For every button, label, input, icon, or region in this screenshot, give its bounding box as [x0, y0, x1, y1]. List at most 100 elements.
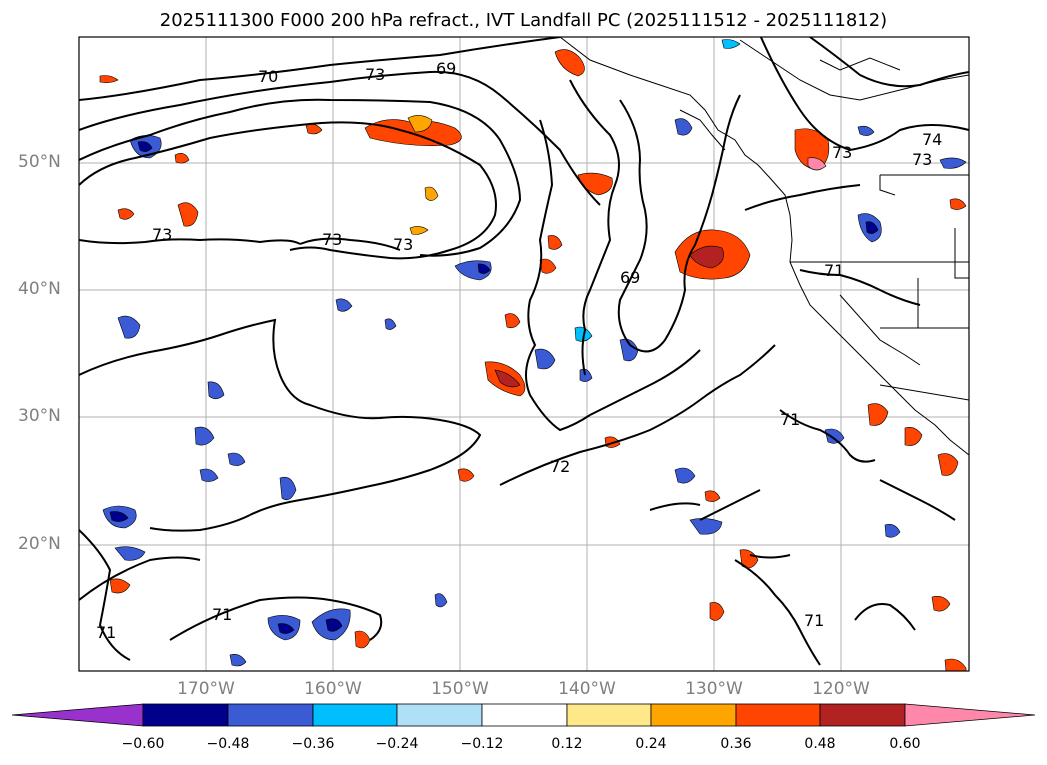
anomaly-negative — [335, 298, 353, 312]
contour-label: 71 — [96, 623, 116, 642]
colorbar-tick: −0.36 — [291, 736, 335, 752]
contour-label: 70 — [258, 67, 278, 86]
contour-label: 69 — [620, 268, 640, 287]
contour-label: 73 — [365, 65, 385, 84]
anomaly-positive — [424, 186, 439, 201]
anomaly-positive — [457, 468, 475, 482]
lon-label-130w: 130°W — [685, 679, 743, 699]
anomaly-negative-strong — [865, 221, 879, 234]
anomaly-negative-strong — [109, 511, 129, 522]
colorbar-segment — [481, 703, 568, 727]
colorbar-tick: 0.36 — [720, 736, 752, 752]
colorbar-tick: −0.12 — [460, 736, 504, 752]
lat-label-50n: 50°N — [18, 152, 61, 172]
colorbar-tick: −0.48 — [206, 736, 250, 752]
anomaly-negative — [857, 125, 875, 136]
anomaly-positive-extreme — [807, 157, 827, 171]
anomaly-positive — [904, 427, 923, 446]
shaded-anomalies — [99, 39, 967, 671]
contour-label: 71 — [804, 611, 824, 630]
contour-label: 72 — [550, 457, 570, 476]
colorbar-segment — [819, 703, 906, 727]
anomaly-negative-strong — [137, 141, 153, 152]
anomaly-negative-strong — [477, 263, 491, 274]
contour-label: 73 — [912, 150, 932, 169]
gridlines — [79, 37, 969, 671]
colorbar-segment — [227, 703, 314, 727]
anomaly-positive — [709, 602, 725, 621]
anomaly-positive — [937, 453, 959, 476]
anomaly-negative — [674, 118, 693, 136]
anomaly-positive — [409, 226, 429, 235]
map-title: 2025111300 F000 200 hPa refract., IVT La… — [159, 10, 888, 31]
anomaly-negative — [117, 315, 141, 339]
anomaly-positive — [944, 658, 967, 671]
anomaly-negative — [721, 39, 741, 49]
anomaly-negative — [229, 654, 247, 667]
anomaly-positive — [354, 630, 371, 649]
anomaly-positive — [547, 235, 563, 250]
anomaly-negative — [824, 428, 845, 444]
anomaly-negative — [384, 318, 397, 330]
colorbar-segment — [396, 703, 483, 727]
anomaly-positive — [407, 115, 433, 133]
anomaly-negative — [434, 593, 448, 608]
anomaly-positive-strong — [689, 245, 724, 269]
lon-label-120w: 120°W — [812, 679, 870, 699]
map-frame — [78, 36, 970, 672]
anomaly-negative — [227, 452, 246, 466]
anomaly-negative-strong — [277, 623, 295, 634]
contour-label: 69 — [436, 59, 456, 78]
anomaly-negative — [194, 426, 215, 446]
anomaly-positive — [174, 153, 190, 164]
colorbar-tick: 0.48 — [804, 736, 836, 752]
anomaly-negative — [579, 368, 593, 382]
map-plot-area: 70 69 73 73 73 73 69 71 71 72 71 71 71 7… — [79, 37, 969, 671]
contour-label: 73 — [832, 143, 852, 162]
anomaly-positive — [867, 403, 889, 426]
refractivity-contours — [79, 37, 969, 666]
anomaly-positive — [109, 578, 131, 594]
anomaly-negative — [939, 157, 967, 169]
anomaly-positive — [117, 208, 135, 220]
coastlines — [559, 37, 969, 456]
anomaly-negative — [534, 348, 556, 370]
lon-label-170w: 170°W — [177, 679, 235, 699]
lat-label-20n: 20°N — [18, 534, 61, 554]
colorbar-segment — [735, 703, 821, 727]
anomaly-positive — [99, 75, 119, 83]
anomaly-negative — [114, 546, 146, 561]
contour-label: 71 — [824, 261, 844, 280]
colorbar-segment — [566, 703, 652, 727]
colorbar-tick: 0.12 — [551, 736, 583, 752]
anomaly-negative — [199, 468, 219, 482]
colorbar-tick: 0.60 — [889, 736, 921, 752]
lon-label-160w: 160°W — [304, 679, 362, 699]
colorbar-segment — [142, 703, 229, 727]
lat-label-40n: 40°N — [18, 279, 61, 299]
anomaly-positive — [364, 119, 462, 146]
anomaly-positive — [704, 490, 721, 502]
contour-label: 73 — [322, 230, 342, 249]
contour-label: 71 — [780, 410, 800, 429]
anomaly-positive — [305, 123, 323, 135]
contour-label: 73 — [152, 225, 172, 244]
anomaly-negative — [207, 381, 225, 400]
colorbar-extend-high — [904, 703, 1036, 727]
contour-label: 73 — [393, 235, 413, 254]
colorbar-tick: −0.24 — [375, 736, 419, 752]
lon-label-140w: 140°W — [558, 679, 616, 699]
anomaly-positive — [949, 198, 967, 210]
contour-labels: 70 69 73 73 73 73 69 71 71 72 71 71 71 7… — [96, 59, 942, 642]
colorbar-segment — [312, 703, 398, 727]
anomaly-positive — [539, 258, 557, 274]
lon-label-150w: 150°W — [431, 679, 489, 699]
colorbar-extend-low — [11, 703, 144, 727]
anomaly-positive-strong — [494, 369, 521, 388]
colorbar-tick: 0.24 — [635, 736, 667, 752]
anomaly-negative — [674, 467, 696, 484]
anomaly-positive — [554, 49, 585, 77]
lat-label-30n: 30°N — [18, 406, 61, 426]
colorbar-tick: −0.60 — [121, 736, 165, 752]
